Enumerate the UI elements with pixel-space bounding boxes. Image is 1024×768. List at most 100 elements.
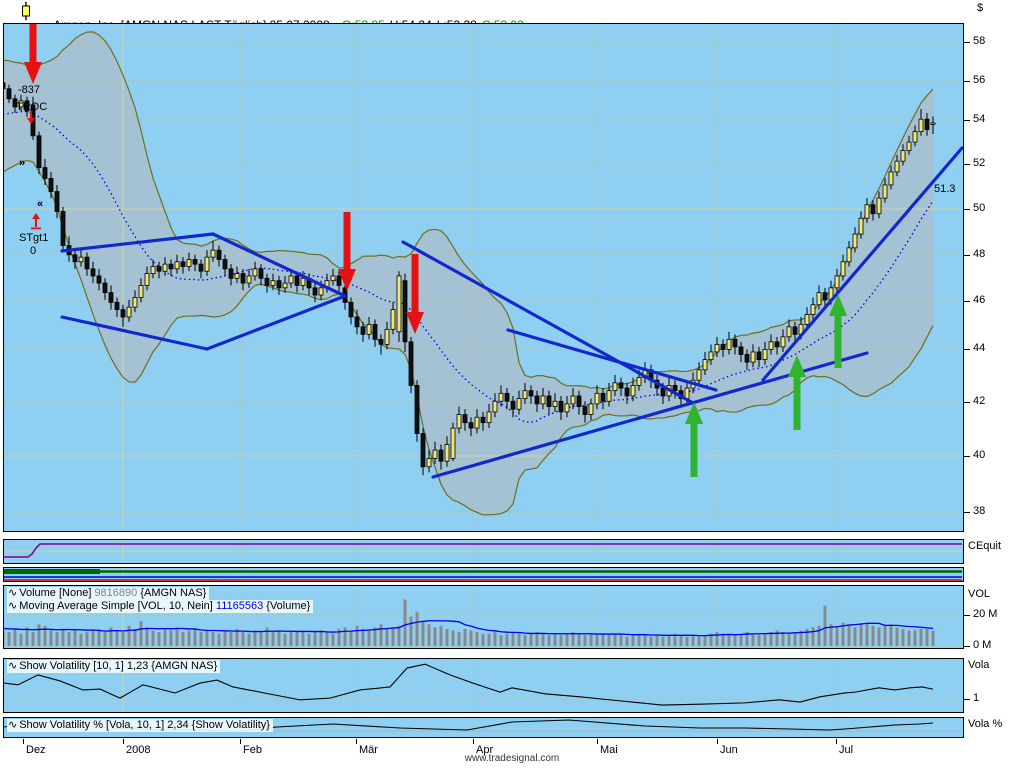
candle-body bbox=[864, 204, 870, 219]
volume-bar bbox=[301, 632, 305, 646]
candle-body bbox=[762, 349, 768, 360]
candle-body bbox=[684, 387, 690, 399]
volume-bar bbox=[691, 635, 695, 646]
chevron-mark-icon: « bbox=[37, 198, 43, 210]
axis-tick-dash bbox=[964, 699, 970, 700]
volume-bar bbox=[355, 625, 359, 646]
volume-label-text: Volume [None] bbox=[19, 587, 95, 599]
volume-bar bbox=[427, 624, 431, 646]
volume-bar bbox=[643, 635, 647, 646]
candles bbox=[4, 82, 936, 476]
candle-body bbox=[576, 395, 582, 407]
axis-tick-dash bbox=[964, 42, 970, 43]
volume-bar bbox=[85, 632, 89, 646]
volume-bar bbox=[493, 632, 497, 646]
volume-bar bbox=[475, 632, 479, 646]
volume-bar bbox=[7, 632, 11, 646]
volume-bar bbox=[811, 627, 815, 646]
candle-body bbox=[588, 403, 594, 415]
volume-bar bbox=[673, 633, 677, 646]
volume-bar bbox=[169, 630, 173, 646]
volume-bar bbox=[253, 630, 257, 646]
candle-body bbox=[246, 275, 252, 284]
candle-body bbox=[132, 297, 138, 308]
candle-body bbox=[408, 341, 414, 386]
volume-bar bbox=[451, 630, 455, 646]
candle-body bbox=[72, 254, 78, 263]
volume-bar bbox=[931, 630, 935, 646]
trendline bbox=[211, 232, 347, 298]
indicator-icon: ∿ bbox=[8, 587, 18, 599]
volume-bar bbox=[517, 633, 521, 646]
candle-body bbox=[186, 259, 192, 267]
candle-body bbox=[486, 411, 492, 424]
candle-body bbox=[276, 280, 282, 289]
axis-tick-dash bbox=[964, 164, 970, 165]
volume-bar bbox=[805, 628, 809, 646]
candle-body bbox=[108, 292, 114, 303]
candle-body bbox=[612, 382, 618, 392]
volume-bar bbox=[697, 636, 701, 646]
axis-tick-label: 52 bbox=[973, 157, 986, 169]
candle-body bbox=[396, 275, 402, 333]
candle-body bbox=[42, 167, 48, 179]
trendline bbox=[205, 294, 347, 351]
candle-body bbox=[582, 406, 588, 415]
candle-body bbox=[102, 282, 108, 294]
candle-body bbox=[822, 292, 828, 301]
candle-body bbox=[294, 275, 300, 286]
axis-tick-dash bbox=[964, 81, 970, 82]
time-axis-tick bbox=[23, 739, 24, 744]
candle-body bbox=[804, 314, 810, 325]
time-axis-tick bbox=[473, 739, 474, 744]
volume-bar bbox=[787, 633, 791, 646]
candle-body bbox=[84, 256, 90, 270]
candle-body bbox=[414, 385, 420, 434]
indicator-icon: ∿ bbox=[8, 719, 18, 731]
volume-label-suffix: {AMGN NAS} bbox=[137, 587, 207, 599]
volume-bar bbox=[541, 633, 545, 646]
bollinger-upper-band bbox=[4, 31, 934, 390]
volume-bar bbox=[769, 632, 773, 646]
candle-body bbox=[534, 395, 540, 405]
volume-bar bbox=[865, 622, 869, 646]
volume-bar bbox=[211, 632, 215, 646]
volume-bar bbox=[313, 632, 317, 646]
volume-bar bbox=[397, 625, 401, 646]
time-axis-label: Apr bbox=[476, 744, 494, 756]
volume-bar bbox=[793, 632, 797, 646]
volume-bar bbox=[37, 624, 41, 646]
candle-body bbox=[600, 392, 606, 402]
volume-bar bbox=[829, 624, 833, 646]
volume-bar bbox=[889, 624, 893, 646]
volume-bar bbox=[223, 630, 227, 646]
candle-body bbox=[852, 233, 858, 249]
vola-pct-axis-label: Vola % bbox=[968, 718, 1003, 730]
volume-bar bbox=[841, 622, 845, 646]
volatility-chart bbox=[4, 659, 962, 712]
volume-bar bbox=[295, 630, 299, 646]
volume-bar bbox=[817, 625, 821, 646]
candle-body bbox=[6, 88, 12, 100]
candle-body bbox=[702, 359, 708, 371]
candle-body bbox=[858, 217, 864, 235]
volume-bar bbox=[205, 630, 209, 646]
volatility-indicator-label: ∿ Show Volatility [10, 1] 1,23 {AMGN NAS} bbox=[7, 660, 221, 673]
candle-body bbox=[228, 268, 234, 279]
volume-bar bbox=[385, 628, 389, 646]
time-axis-tick bbox=[356, 739, 357, 744]
candle-body bbox=[252, 268, 258, 277]
volume-bar bbox=[97, 628, 101, 646]
volume-bar bbox=[307, 633, 311, 646]
volume-bar bbox=[199, 632, 203, 646]
candle-body bbox=[630, 385, 636, 397]
volume-bar bbox=[31, 632, 35, 646]
trendline bbox=[761, 146, 963, 382]
volume-bar bbox=[391, 627, 395, 646]
chart-annotation-label: 0 bbox=[30, 245, 36, 257]
volume-bar bbox=[505, 633, 509, 646]
volume-bar bbox=[571, 632, 575, 646]
volume-bar bbox=[409, 616, 413, 646]
candle-body bbox=[594, 392, 600, 405]
